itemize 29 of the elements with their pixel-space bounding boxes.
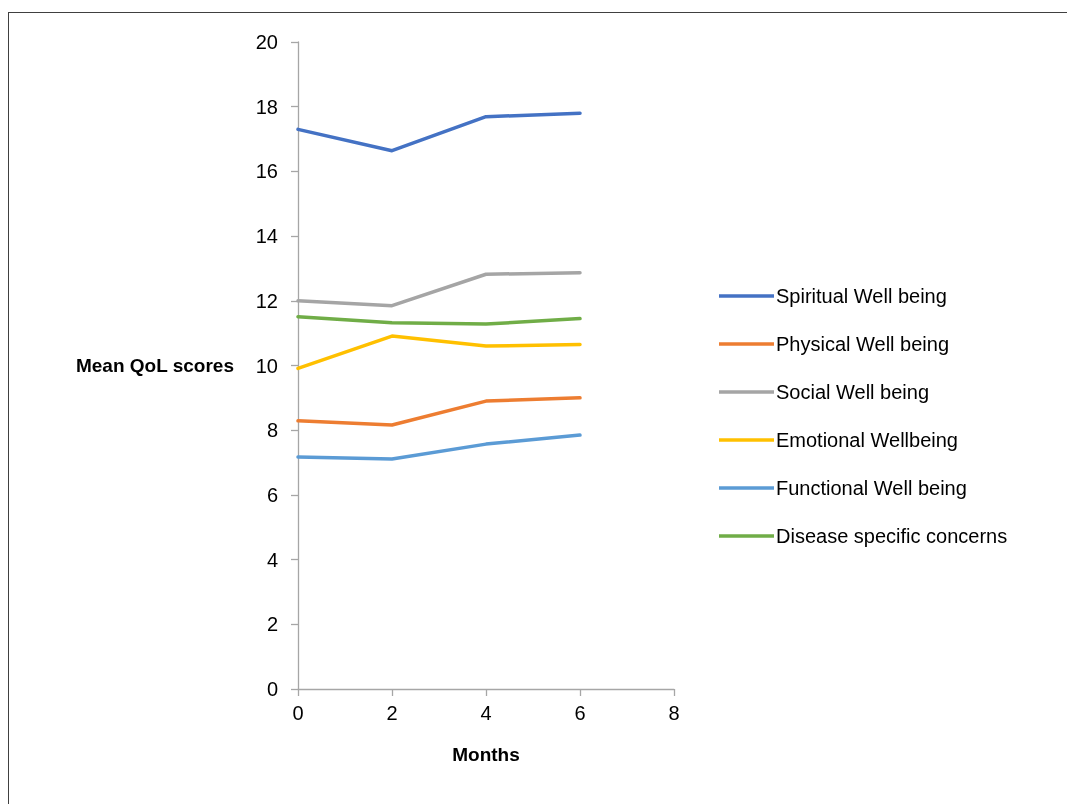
line-series <box>296 396 582 427</box>
y-tick-label: 14 <box>255 225 278 248</box>
legend-label: Emotional Wellbeing <box>776 429 958 451</box>
y-tick-label: 8 <box>266 419 278 442</box>
y-tick-label: 20 <box>255 31 278 53</box>
y-tick-label: 6 <box>266 483 278 506</box>
x-tick-label: 8 <box>668 702 680 724</box>
line-series <box>296 433 582 461</box>
legend-label: Social Well being <box>776 381 930 403</box>
x-tick-label: 4 <box>480 702 492 724</box>
line-series <box>296 111 582 153</box>
legend-label: Disease specific concerns <box>776 525 1008 547</box>
y-axis-title: Mean QoL scores <box>75 355 234 376</box>
y-tick-label: 12 <box>255 289 278 312</box>
line-series <box>296 314 582 326</box>
y-tick-label: 18 <box>255 95 278 118</box>
y-tick-label: 4 <box>266 548 278 571</box>
y-tick-label: 10 <box>255 354 278 377</box>
x-tick-label: 6 <box>574 702 586 724</box>
x-tick-label: 0 <box>292 702 304 724</box>
legend-label: Functional Well being <box>776 477 967 499</box>
line-series <box>296 334 582 371</box>
legend-label: Spiritual Well being <box>776 285 947 307</box>
x-axis-title: Months <box>452 744 520 765</box>
y-tick-label: 16 <box>255 160 278 183</box>
y-tick-label: 2 <box>266 613 278 636</box>
legend-label: Physical Well being <box>776 333 950 355</box>
y-tick-label: 0 <box>266 678 278 700</box>
x-tick-label: 2 <box>386 702 398 724</box>
